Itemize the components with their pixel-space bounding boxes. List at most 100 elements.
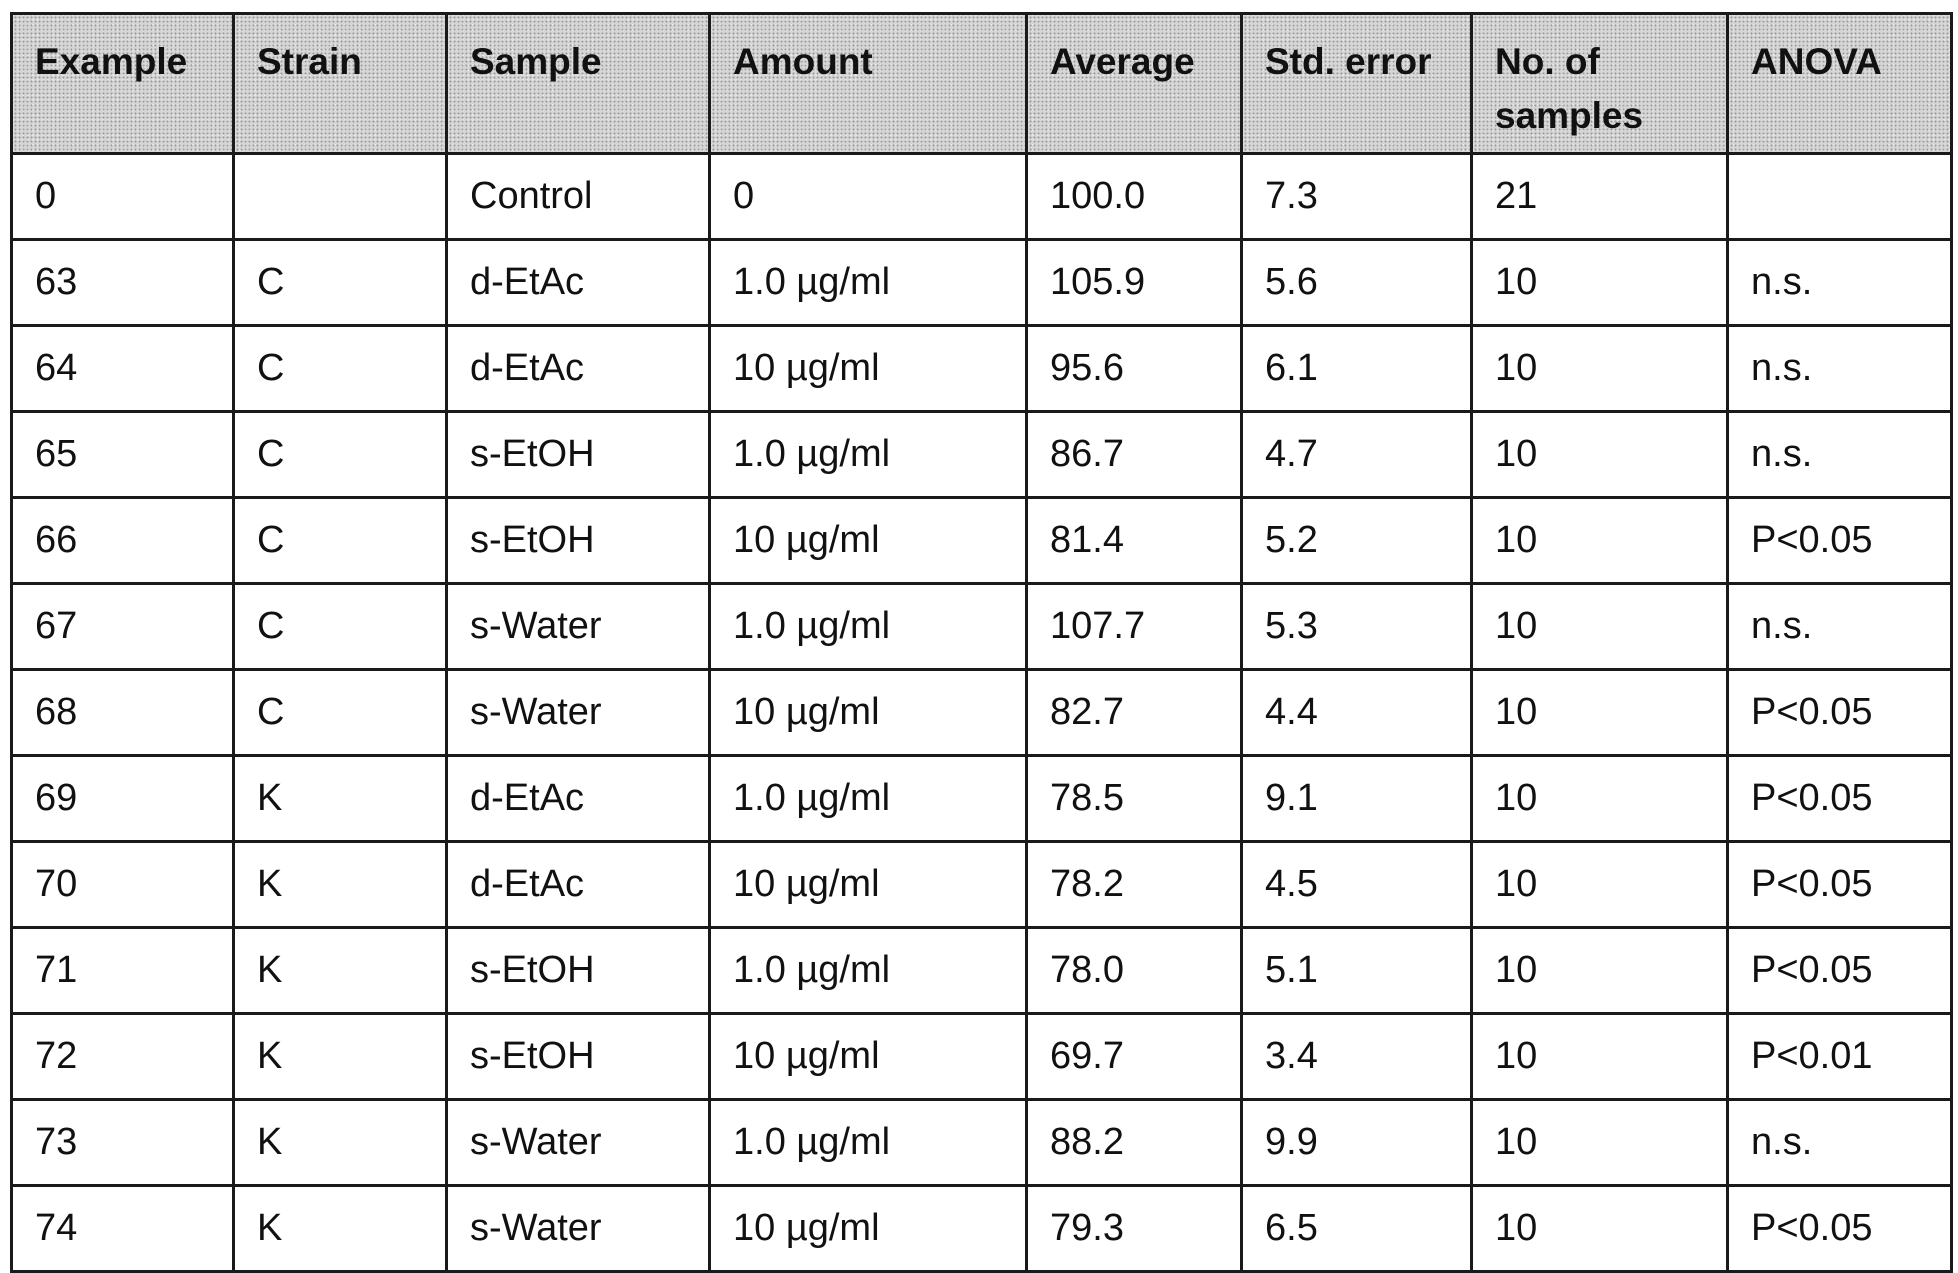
cell-amount: 10 µg/ml — [710, 1014, 1027, 1100]
cell-amount: 10 µg/ml — [710, 326, 1027, 412]
cell-strain: C — [234, 584, 447, 670]
table-row: 74Ks-Water10 µg/ml79.36.510P<0.05 — [12, 1186, 1952, 1272]
cell-strain: K — [234, 1100, 447, 1186]
cell-no-of-samples: 10 — [1472, 412, 1728, 498]
cell-average: 78.5 — [1027, 756, 1242, 842]
cell-std-error: 9.9 — [1242, 1100, 1472, 1186]
cell-average: 105.9 — [1027, 240, 1242, 326]
cell-average: 107.7 — [1027, 584, 1242, 670]
header-no-of-samples: No. of samples — [1472, 14, 1728, 154]
cell-example: 69 — [12, 756, 234, 842]
cell-std-error: 7.3 — [1242, 154, 1472, 240]
table-row: 72Ks-EtOH10 µg/ml69.73.410P<0.01 — [12, 1014, 1952, 1100]
cell-average: 78.0 — [1027, 928, 1242, 1014]
cell-no-of-samples: 10 — [1472, 498, 1728, 584]
table-row: 71Ks-EtOH1.0 µg/ml78.05.110P<0.05 — [12, 928, 1952, 1014]
cell-sample: s-Water — [447, 1100, 710, 1186]
cell-strain: K — [234, 1014, 447, 1100]
cell-amount: 1.0 µg/ml — [710, 584, 1027, 670]
table-row: 64Cd-EtAc10 µg/ml95.66.110n.s. — [12, 326, 1952, 412]
header-average: Average — [1027, 14, 1242, 154]
header-anova: ANOVA — [1728, 14, 1952, 154]
cell-strain: K — [234, 756, 447, 842]
cell-std-error: 4.5 — [1242, 842, 1472, 928]
table-row: 68Cs-Water10 µg/ml82.74.410P<0.05 — [12, 670, 1952, 756]
results-table: Example Strain Sample Amount Average Std… — [10, 12, 1953, 1273]
cell-no-of-samples: 10 — [1472, 326, 1728, 412]
cell-strain: K — [234, 842, 447, 928]
table-row: 63Cd-EtAc1.0 µg/ml105.95.610n.s. — [12, 240, 1952, 326]
cell-std-error: 3.4 — [1242, 1014, 1472, 1100]
cell-std-error: 9.1 — [1242, 756, 1472, 842]
cell-average: 100.0 — [1027, 154, 1242, 240]
cell-sample: s-EtOH — [447, 1014, 710, 1100]
cell-sample: s-EtOH — [447, 412, 710, 498]
cell-example: 63 — [12, 240, 234, 326]
cell-no-of-samples: 10 — [1472, 240, 1728, 326]
cell-strain — [234, 154, 447, 240]
cell-average: 79.3 — [1027, 1186, 1242, 1272]
cell-amount: 10 µg/ml — [710, 842, 1027, 928]
cell-amount: 10 µg/ml — [710, 670, 1027, 756]
cell-no-of-samples: 10 — [1472, 928, 1728, 1014]
table-row: 65Cs-EtOH1.0 µg/ml86.74.710n.s. — [12, 412, 1952, 498]
cell-anova: n.s. — [1728, 240, 1952, 326]
cell-amount: 10 µg/ml — [710, 1186, 1027, 1272]
cell-example: 65 — [12, 412, 234, 498]
cell-std-error: 5.6 — [1242, 240, 1472, 326]
cell-average: 86.7 — [1027, 412, 1242, 498]
cell-amount: 0 — [710, 154, 1027, 240]
cell-no-of-samples: 10 — [1472, 1014, 1728, 1100]
cell-no-of-samples: 10 — [1472, 1186, 1728, 1272]
cell-strain: C — [234, 240, 447, 326]
cell-std-error: 5.3 — [1242, 584, 1472, 670]
cell-sample: s-EtOH — [447, 928, 710, 1014]
cell-std-error: 4.7 — [1242, 412, 1472, 498]
cell-amount: 1.0 µg/ml — [710, 240, 1027, 326]
cell-sample: Control — [447, 154, 710, 240]
cell-strain: K — [234, 1186, 447, 1272]
cell-average: 81.4 — [1027, 498, 1242, 584]
cell-std-error: 5.2 — [1242, 498, 1472, 584]
cell-no-of-samples: 10 — [1472, 1100, 1728, 1186]
cell-example: 68 — [12, 670, 234, 756]
cell-average: 78.2 — [1027, 842, 1242, 928]
table-body: 0Control0100.07.32163Cd-EtAc1.0 µg/ml105… — [12, 154, 1952, 1272]
cell-sample: d-EtAc — [447, 756, 710, 842]
cell-anova: P<0.05 — [1728, 756, 1952, 842]
table-row: 66Cs-EtOH10 µg/ml81.45.210P<0.05 — [12, 498, 1952, 584]
cell-sample: s-Water — [447, 670, 710, 756]
cell-amount: 10 µg/ml — [710, 498, 1027, 584]
cell-example: 66 — [12, 498, 234, 584]
cell-std-error: 6.1 — [1242, 326, 1472, 412]
table-row: 0Control0100.07.321 — [12, 154, 1952, 240]
cell-example: 70 — [12, 842, 234, 928]
cell-amount: 1.0 µg/ml — [710, 412, 1027, 498]
cell-anova: P<0.05 — [1728, 498, 1952, 584]
cell-amount: 1.0 µg/ml — [710, 928, 1027, 1014]
cell-strain: C — [234, 326, 447, 412]
header-sample: Sample — [447, 14, 710, 154]
header-std-error: Std. error — [1242, 14, 1472, 154]
cell-example: 74 — [12, 1186, 234, 1272]
cell-no-of-samples: 10 — [1472, 584, 1728, 670]
cell-anova: P<0.05 — [1728, 670, 1952, 756]
cell-no-of-samples: 10 — [1472, 670, 1728, 756]
cell-anova: n.s. — [1728, 584, 1952, 670]
cell-anova — [1728, 154, 1952, 240]
cell-sample: d-EtAc — [447, 326, 710, 412]
cell-no-of-samples: 21 — [1472, 154, 1728, 240]
cell-std-error: 6.5 — [1242, 1186, 1472, 1272]
cell-sample: d-EtAc — [447, 842, 710, 928]
cell-anova: P<0.05 — [1728, 928, 1952, 1014]
cell-sample: s-Water — [447, 1186, 710, 1272]
header-strain: Strain — [234, 14, 447, 154]
table-row: 67Cs-Water1.0 µg/ml107.75.310n.s. — [12, 584, 1952, 670]
cell-strain: C — [234, 670, 447, 756]
cell-anova: n.s. — [1728, 1100, 1952, 1186]
table-row: 73Ks-Water1.0 µg/ml88.29.910n.s. — [12, 1100, 1952, 1186]
table-row: 69Kd-EtAc1.0 µg/ml78.59.110P<0.05 — [12, 756, 1952, 842]
cell-sample: s-EtOH — [447, 498, 710, 584]
cell-example: 67 — [12, 584, 234, 670]
cell-anova: P<0.05 — [1728, 1186, 1952, 1272]
